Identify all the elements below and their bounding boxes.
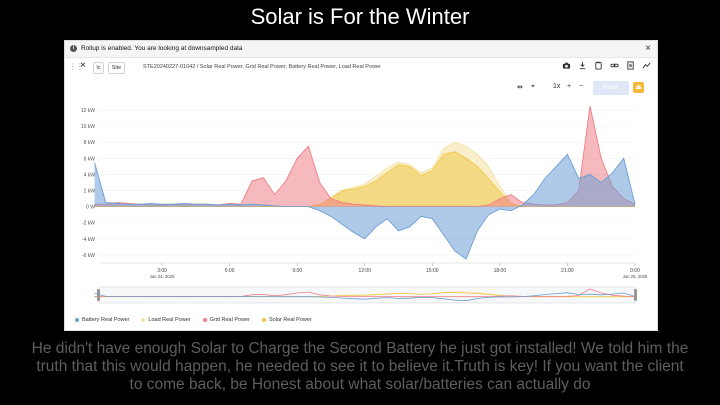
legend-item[interactable]: Load Real Power [141,317,191,323]
cursor-icon[interactable]: ⌖ [531,83,535,90]
clipboard-icon[interactable] [593,61,603,71]
series-area-load-real-power [94,142,635,207]
y-tick-label: -6 kW [82,253,95,259]
camera-icon[interactable] [561,61,571,71]
rollup-banner: i Rollup is enabled. You are looking at … [65,41,657,58]
drag-handle-icon[interactable]: ⋮⋮ [69,62,84,71]
info-icon: i [70,45,77,52]
y-tick-label: -2 kW [82,221,95,227]
zoom-out-button[interactable]: − [579,83,584,90]
slide-title: Solar is For the Winter [250,4,470,29]
y-tick-label: -4 kW [82,237,95,243]
y-tick-label: 6 kW [84,156,96,162]
y-tick-label: 2 kW [84,189,96,195]
navigator-right-handle [634,289,637,301]
navigator-left-handle [97,289,100,301]
reset-button[interactable]: Reset [593,81,629,95]
x-tick-label: 18:00 [494,268,507,274]
series-area-battery-real-power [94,154,635,259]
y-tick-label: 12 kW [81,108,95,114]
legend-label: Load Real Power [148,317,191,323]
x-tick-label: 12:00 [358,268,371,274]
x-tick-label: 3:00 [157,268,167,274]
x-tick-label: 9:00 [292,268,302,274]
legend-label: Battery Real Power [82,317,130,323]
x-tick-label: 0:00 [630,268,640,274]
chart-legend: Battery Real Power Load Real Power Grid Re… [75,317,324,323]
link-icon[interactable] [609,61,619,71]
rollup-banner-text: Rollup is enabled. You are looking at do… [81,45,243,52]
lc-chip[interactable]: lc [93,62,104,74]
chart-panel: i Rollup is enabled. You are looking at … [64,40,658,331]
legend-swatch [141,317,146,322]
site-chip[interactable]: Site [108,62,125,74]
zoom-in-button[interactable]: + [567,83,572,90]
close-banner-icon[interactable]: × [645,43,651,54]
x-tick-sublabel: Jun 25, 2025 [623,274,648,279]
y-tick-label: 10 kW [81,124,95,130]
chart-toolbar: ⋮⋮ × lc Site STE20240227-01042 / Solar R… [65,58,657,76]
document-icon[interactable] [625,61,635,71]
breadcrumb: STE20240227-01042 / Solar Real Power, Gr… [143,64,381,70]
y-tick-label: 8 kW [84,140,96,146]
fit-width-icon[interactable]: ⇹ [517,84,523,91]
series-line-battery-real-power [94,153,636,260]
close-icon[interactable]: × [80,60,86,71]
legend-label: Grid Real Power [209,317,250,323]
x-tick-sublabel: Jun 24, 2025 [150,274,175,279]
legend-swatch [202,317,207,322]
zoom-level[interactable]: 1x [553,83,561,90]
legend-item[interactable]: Battery Real Power [75,317,129,323]
slide-caption: He didn't have enough Solar to Charge th… [31,340,689,393]
y-tick-label: 4 kW [84,172,96,178]
legend-item[interactable]: Grid Real Power [202,317,250,323]
navigator-line-battery-real-power [94,292,636,302]
legend-swatch [261,317,266,322]
download-icon[interactable] [577,61,587,71]
x-tick-label: 15:00 [426,268,439,274]
legend-swatch [75,317,79,322]
legend-label: Solar Real Power [268,317,312,323]
x-tick-label: 6:00 [225,268,235,274]
x-tick-label: 21:00 [561,268,574,274]
series-area-solar-real-power [94,151,635,207]
lock-icon[interactable]: ⏏ [633,82,644,93]
legend-item[interactable]: Solar Real Power [261,317,312,323]
chart-settings-icon[interactable] [641,61,651,71]
y-tick-label: 0 W [86,205,95,211]
power-chart[interactable]: 12 kW 10 kW 8 kW 6 kW 4 kW 2 kW 0 W -2 kW -4 kW -… [65,41,657,330]
